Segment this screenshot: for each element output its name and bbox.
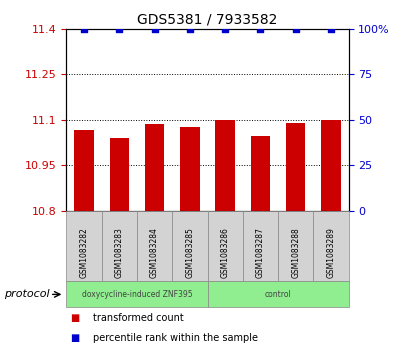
- Text: percentile rank within the sample: percentile rank within the sample: [93, 333, 259, 343]
- Bar: [74, 130, 94, 211]
- Point: [222, 26, 229, 32]
- Point: [328, 26, 334, 32]
- Point: [151, 26, 158, 32]
- Text: ■: ■: [71, 333, 80, 343]
- Point: [257, 26, 264, 32]
- Point: [292, 26, 299, 32]
- Text: transformed count: transformed count: [93, 313, 184, 323]
- Text: GSM1083288: GSM1083288: [291, 227, 300, 278]
- Bar: [215, 120, 235, 211]
- Text: ■: ■: [71, 313, 80, 323]
- Bar: [180, 127, 200, 211]
- Text: GSM1083282: GSM1083282: [80, 227, 88, 278]
- Text: GSM1083289: GSM1083289: [327, 227, 335, 278]
- Text: GSM1083286: GSM1083286: [221, 227, 229, 278]
- Bar: [251, 136, 270, 211]
- Bar: [286, 123, 305, 211]
- Text: protocol: protocol: [4, 289, 50, 299]
- Point: [116, 26, 123, 32]
- Text: GSM1083284: GSM1083284: [150, 227, 159, 278]
- Text: GSM1083285: GSM1083285: [186, 227, 194, 278]
- Bar: [321, 120, 341, 211]
- Point: [186, 26, 193, 32]
- Bar: [145, 124, 164, 211]
- Text: GDS5381 / 7933582: GDS5381 / 7933582: [137, 13, 278, 27]
- Point: [81, 26, 88, 32]
- Text: doxycycline-induced ZNF395: doxycycline-induced ZNF395: [82, 290, 192, 299]
- Text: control: control: [265, 290, 291, 299]
- Text: GSM1083283: GSM1083283: [115, 227, 124, 278]
- Bar: [110, 138, 129, 211]
- Text: GSM1083287: GSM1083287: [256, 227, 265, 278]
